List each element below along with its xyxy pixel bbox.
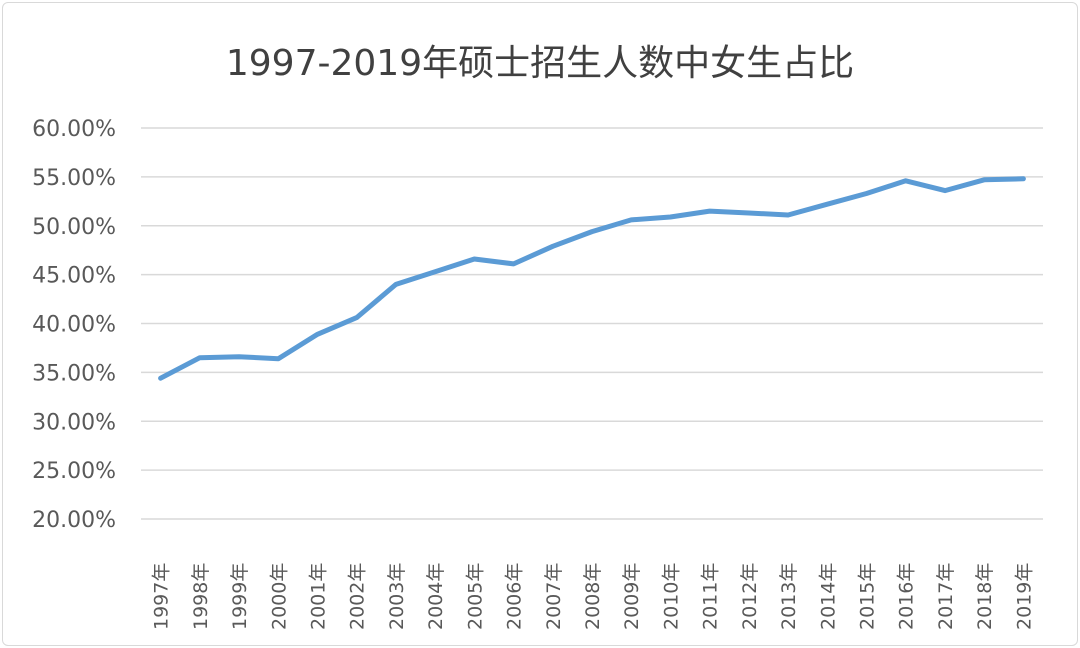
x-tick-label: 2015年 xyxy=(857,563,879,630)
x-tick-label: 2003年 xyxy=(386,563,408,630)
y-tick-label: 25.00% xyxy=(32,459,116,484)
y-tick-label: 60.00% xyxy=(32,117,116,142)
x-tick-label: 2006年 xyxy=(504,563,526,630)
x-axis-labels: 1997年 1998年 1999年 2000年 2001年 2002年 2003年 2004年… xyxy=(151,563,1036,630)
x-tick-label: 2012年 xyxy=(739,563,761,630)
y-tick-label: 30.00% xyxy=(32,410,116,435)
x-tick-label: 2019年 xyxy=(1013,563,1035,630)
x-tick-label: 1999年 xyxy=(229,563,251,630)
x-tick-label: 2014年 xyxy=(817,563,839,630)
y-tick-label: 55.00% xyxy=(32,166,116,191)
x-tick-label: 2018年 xyxy=(974,563,996,630)
x-tick-label: 2016年 xyxy=(896,563,918,630)
y-tick-label: 40.00% xyxy=(32,313,116,338)
x-tick-label: 1997年 xyxy=(151,563,173,630)
x-tick-label: 2010年 xyxy=(660,563,682,630)
x-tick-label: 2005年 xyxy=(464,563,486,630)
y-tick-label: 45.00% xyxy=(32,264,116,289)
x-tick-label: 2013年 xyxy=(778,563,800,630)
x-tick-label: 2000年 xyxy=(268,563,290,630)
y-tick-label: 35.00% xyxy=(32,361,116,386)
y-tick-label: 20.00% xyxy=(32,508,116,533)
series-line xyxy=(158,176,1026,381)
y-tick-label: 50.00% xyxy=(32,215,116,240)
x-tick-label: 2002年 xyxy=(347,563,369,630)
x-tick-label: 2011年 xyxy=(700,563,722,630)
chart-title: 1997-2019年硕士招生人数中女生占比 xyxy=(225,43,855,84)
x-tick-label: 2017年 xyxy=(935,563,957,630)
x-tick-label: 1998年 xyxy=(190,563,212,630)
x-tick-label: 2009年 xyxy=(621,563,643,630)
y-axis-labels: 20.00% 25.00% 30.00% 35.00% 40.00% 45.00% 50.0… xyxy=(32,117,116,533)
x-tick-label: 2007年 xyxy=(543,563,565,630)
x-tick-label: 2004年 xyxy=(425,563,447,630)
x-tick-label: 2001年 xyxy=(307,563,329,630)
gridlines xyxy=(141,127,1043,520)
x-tick-label: 2008年 xyxy=(582,563,604,630)
